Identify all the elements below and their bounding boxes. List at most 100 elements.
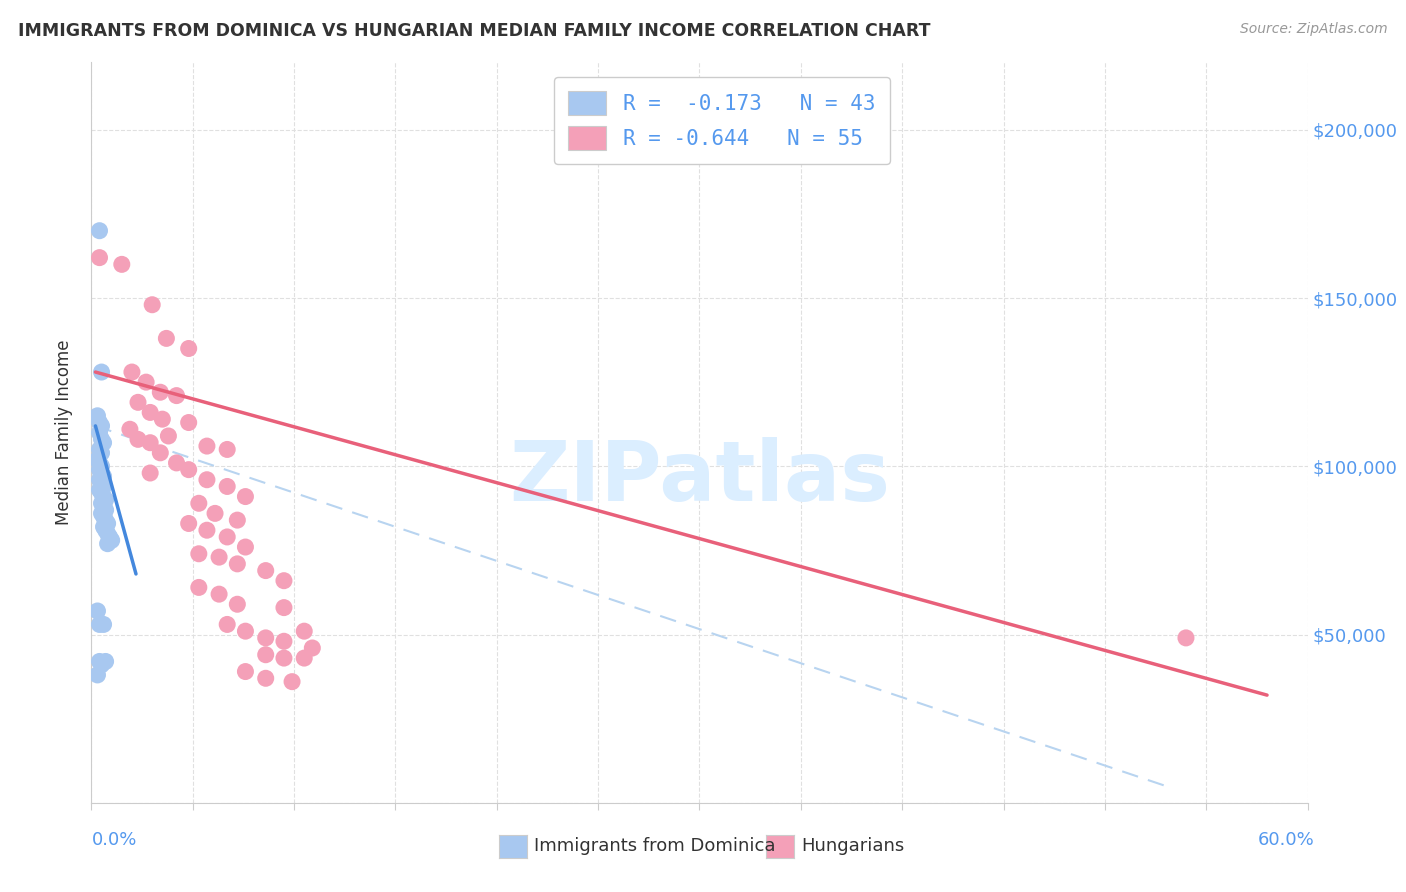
Point <box>235 540 257 554</box>
Point <box>149 385 172 400</box>
Point <box>90 486 112 500</box>
Point <box>301 640 323 655</box>
Point <box>135 375 157 389</box>
Point <box>273 600 295 615</box>
Point <box>118 422 141 436</box>
Point <box>208 550 231 565</box>
Point <box>90 459 112 474</box>
Point <box>90 446 112 460</box>
Point <box>157 429 180 443</box>
Text: Source: ZipAtlas.com: Source: ZipAtlas.com <box>1240 22 1388 37</box>
Point <box>177 462 200 476</box>
Point <box>89 456 111 470</box>
Point <box>100 533 122 548</box>
Point <box>235 665 257 679</box>
Point <box>93 520 115 534</box>
Point <box>86 604 108 618</box>
Point <box>111 257 134 271</box>
Point <box>93 479 115 493</box>
Point <box>89 425 111 440</box>
Point <box>93 490 115 504</box>
Point <box>89 483 111 497</box>
Point <box>155 331 177 345</box>
Point <box>166 388 188 402</box>
Point <box>90 507 112 521</box>
Point <box>273 574 295 588</box>
Point <box>94 492 117 507</box>
Point <box>86 409 108 423</box>
Point <box>139 435 162 450</box>
Point <box>187 496 209 510</box>
Text: Immigrants from Dominica: Immigrants from Dominica <box>534 837 776 855</box>
Point <box>177 416 200 430</box>
Point <box>89 462 111 476</box>
Point <box>90 365 112 379</box>
Point <box>94 513 117 527</box>
Point <box>93 435 115 450</box>
Text: ZIPatlas: ZIPatlas <box>509 436 890 517</box>
Point <box>93 509 115 524</box>
Point <box>235 490 257 504</box>
Point <box>90 657 112 672</box>
Point <box>254 564 277 578</box>
Point <box>127 433 149 447</box>
Point <box>86 452 108 467</box>
Point <box>217 617 239 632</box>
Point <box>97 516 120 531</box>
Point <box>187 581 209 595</box>
Point <box>93 617 115 632</box>
Point <box>226 513 249 527</box>
Point <box>1175 631 1198 645</box>
Point <box>226 557 249 571</box>
Point <box>166 456 188 470</box>
Point <box>93 500 115 514</box>
Point <box>195 439 218 453</box>
Point <box>292 651 315 665</box>
Legend: R =  -0.173   N = 43, R = -0.644   N = 55: R = -0.173 N = 43, R = -0.644 N = 55 <box>554 77 890 164</box>
Point <box>86 668 108 682</box>
Point <box>150 412 173 426</box>
Point <box>195 473 218 487</box>
Point <box>90 418 112 433</box>
Point <box>195 523 218 537</box>
Point <box>89 473 111 487</box>
Point <box>177 516 200 531</box>
Point <box>141 298 163 312</box>
Point <box>208 587 231 601</box>
Point <box>254 631 277 645</box>
Point <box>90 496 112 510</box>
Point <box>89 655 111 669</box>
Point <box>187 547 209 561</box>
Point <box>149 446 172 460</box>
Point <box>217 479 239 493</box>
Point <box>93 469 115 483</box>
Point <box>217 530 239 544</box>
Point <box>89 224 111 238</box>
Point <box>90 476 112 491</box>
Point <box>90 433 112 447</box>
Point <box>235 624 257 639</box>
Point <box>89 416 111 430</box>
Point <box>97 536 120 550</box>
Point <box>139 466 162 480</box>
Point <box>139 405 162 419</box>
Y-axis label: Median Family Income: Median Family Income <box>55 340 73 525</box>
Text: 60.0%: 60.0% <box>1258 831 1315 849</box>
Text: Hungarians: Hungarians <box>801 837 904 855</box>
Point <box>204 507 226 521</box>
Point <box>89 442 111 457</box>
Point <box>97 526 120 541</box>
Point <box>254 648 277 662</box>
Point <box>226 597 249 611</box>
Point <box>254 671 277 685</box>
Point <box>98 530 121 544</box>
Point <box>273 651 295 665</box>
Point <box>94 523 117 537</box>
Point <box>94 655 117 669</box>
Point <box>217 442 239 457</box>
Point <box>127 395 149 409</box>
Point <box>292 624 315 639</box>
Point <box>121 365 143 379</box>
Point <box>89 617 111 632</box>
Point <box>273 634 295 648</box>
